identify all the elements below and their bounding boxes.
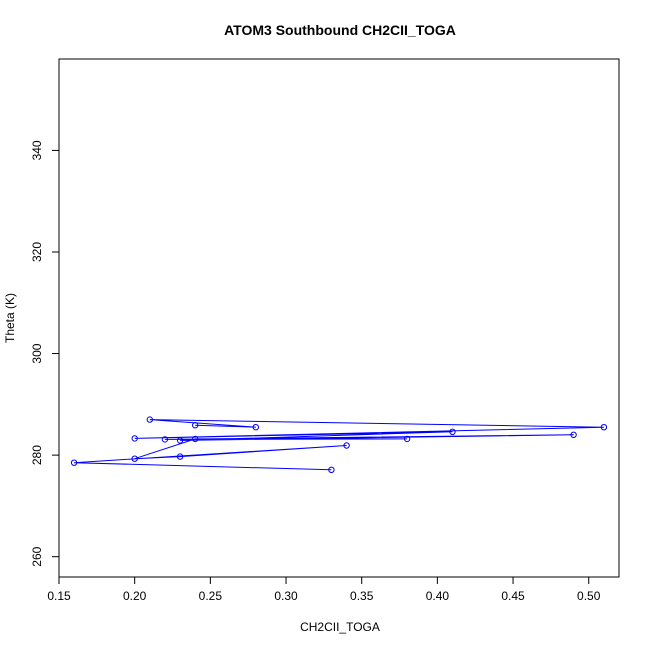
- data-point: [176, 437, 184, 444]
- series-lines: [74, 419, 604, 471]
- data-point: [131, 455, 138, 462]
- x-tick-label: 0.45: [501, 589, 525, 603]
- y-axis: 260 280 300 320 340: [30, 140, 60, 567]
- y-tick-label: 280: [30, 445, 44, 465]
- data-point: [131, 435, 138, 442]
- data-point: [449, 428, 456, 435]
- x-tick-label: 0.30: [274, 589, 298, 603]
- data-point: [570, 431, 577, 438]
- x-axis-label: CH2CII_TOGA: [300, 620, 380, 634]
- data-point: [70, 459, 78, 466]
- data-point: [403, 435, 411, 443]
- x-tick-label: 0.35: [350, 589, 374, 603]
- series-line: [74, 419, 604, 471]
- data-point: [252, 424, 260, 431]
- y-tick-label: 340: [30, 140, 44, 160]
- y-tick-label: 320: [30, 242, 44, 262]
- data-point: [161, 436, 169, 443]
- x-tick-label: 0.20: [123, 589, 147, 603]
- data-point: [328, 466, 335, 473]
- data-point: [343, 442, 350, 449]
- x-tick-label: 0.25: [199, 589, 223, 603]
- x-tick-label: 0.40: [426, 589, 450, 603]
- data-point: [600, 424, 608, 431]
- data-point: [192, 435, 199, 443]
- x-tick-label: 0.15: [47, 589, 71, 603]
- y-tick-label: 260: [30, 546, 44, 566]
- x-tick-label: 0.50: [577, 589, 601, 603]
- y-tick-label: 300: [30, 343, 44, 363]
- data-point: [192, 422, 199, 429]
- x-axis: 0.15 0.20 0.25 0.30 0.35 0.40 0.45 0.50: [47, 576, 601, 603]
- y-axis-label: Theta (K): [3, 293, 17, 343]
- chart-title: ATOM3 Southbound CH2CII_TOGA: [224, 22, 456, 38]
- series-points: [70, 416, 608, 473]
- data-point: [146, 416, 154, 423]
- data-point: [176, 453, 184, 460]
